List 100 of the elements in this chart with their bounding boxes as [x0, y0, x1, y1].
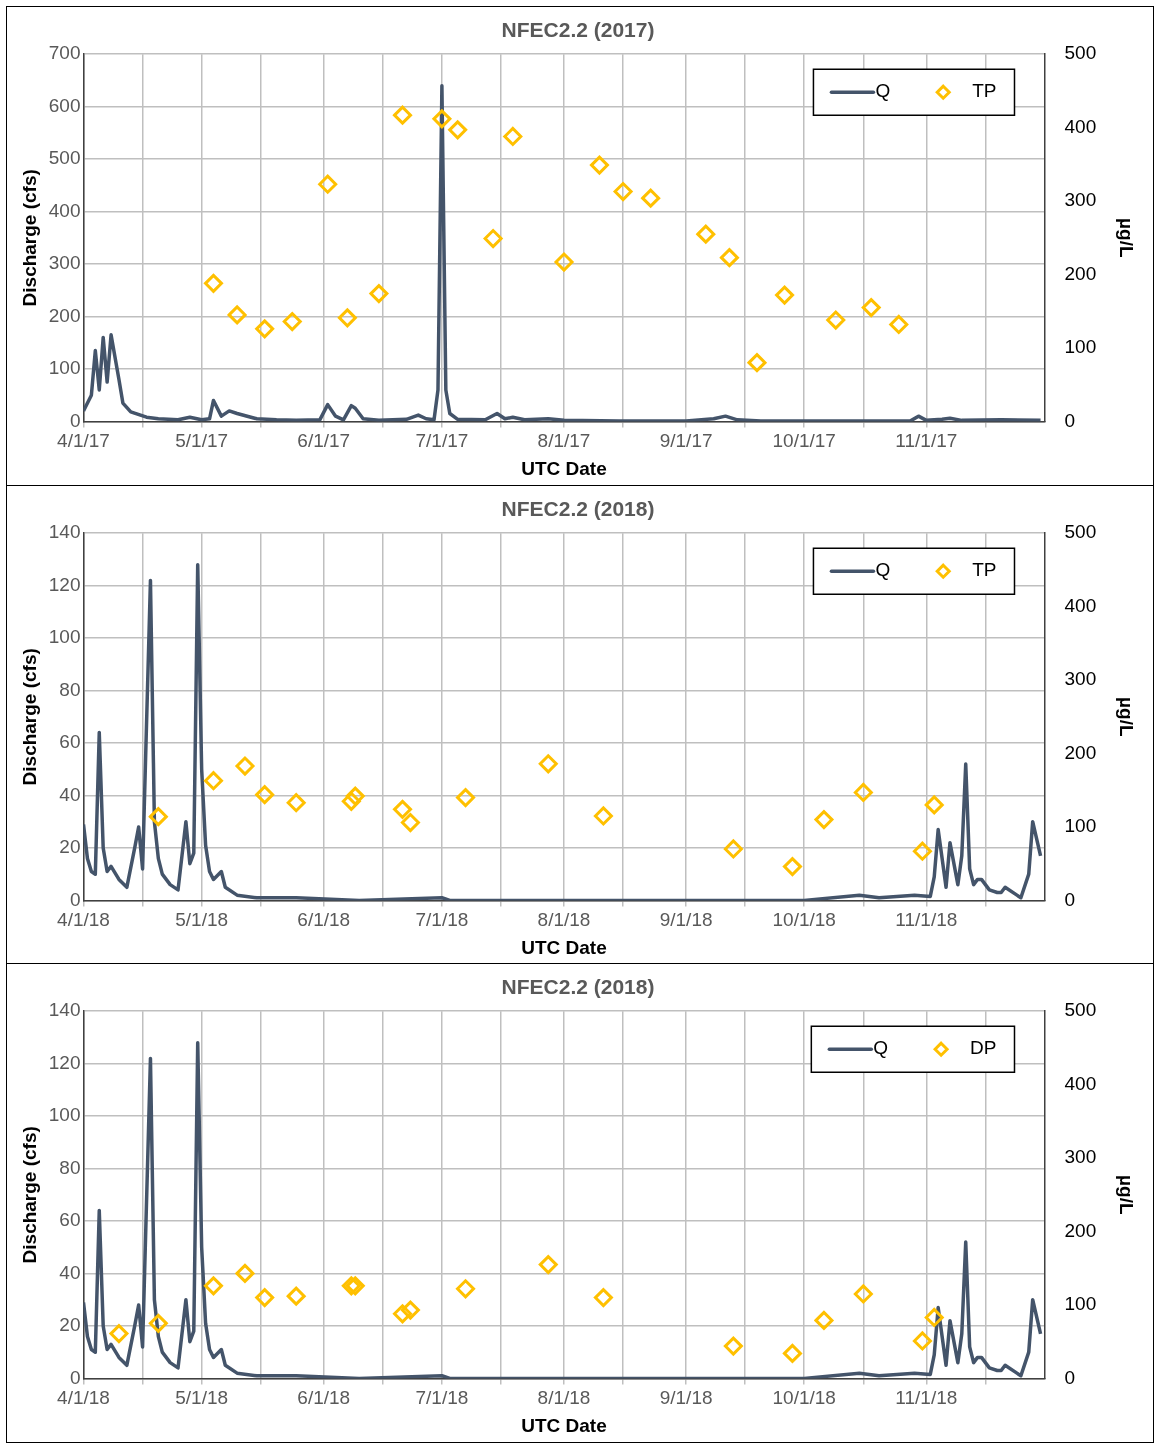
point	[393, 105, 413, 125]
y-axis-title: Discharge (cfs)	[18, 1126, 40, 1264]
point	[826, 310, 846, 330]
y-tick-label: 40	[59, 783, 81, 805]
y-tick-label: 0	[69, 409, 81, 431]
point	[696, 224, 716, 244]
point	[814, 1310, 834, 1330]
point	[393, 1304, 413, 1324]
point	[282, 312, 302, 332]
y2-tick-label: 100	[1064, 814, 1097, 836]
point	[393, 799, 413, 819]
y2-tick-label: 100	[1064, 336, 1097, 358]
x-tick-label: 9/1/17	[659, 430, 713, 452]
y-tick-label: 80	[59, 678, 81, 700]
legend-label: Q	[873, 1037, 889, 1059]
point	[345, 786, 365, 806]
x-tick-label: 6/1/17	[297, 430, 351, 452]
point	[538, 753, 558, 773]
x-tick-label: 8/1/17	[537, 430, 591, 452]
point	[613, 182, 633, 202]
y-tick-label: 20	[59, 835, 81, 857]
point	[538, 1255, 558, 1275]
y-tick-label: 700	[48, 42, 81, 64]
point	[255, 784, 275, 804]
x-tick-label: 8/1/18	[537, 1387, 591, 1409]
y-tick-label: 60	[59, 730, 81, 752]
point	[723, 1336, 743, 1356]
point	[341, 791, 361, 811]
x-axis-title: UTC Date	[521, 1414, 607, 1436]
point	[853, 1284, 873, 1304]
y-tick-label: 120	[48, 1051, 81, 1073]
y-tick-label: 140	[48, 520, 81, 542]
x-axis-title: UTC Date	[521, 457, 607, 479]
x-tick-label: 11/1/18	[895, 1387, 958, 1409]
x-tick-label: 9/1/18	[659, 1387, 713, 1409]
y-tick-label: 0	[69, 888, 81, 910]
y-tick-label: 60	[59, 1209, 81, 1231]
y-tick-label: 400	[48, 199, 81, 221]
point	[286, 1286, 306, 1306]
point	[318, 174, 338, 194]
x-tick-label: 8/1/18	[537, 908, 591, 930]
point	[775, 285, 795, 305]
point	[432, 109, 452, 129]
x-tick-label: 11/1/17	[895, 430, 958, 452]
point	[589, 155, 609, 175]
point	[747, 353, 767, 373]
x-tick-label: 10/1/18	[772, 1387, 836, 1409]
point	[593, 1288, 613, 1308]
x-tick-label: 5/1/18	[175, 1387, 229, 1409]
y2-tick-label: 500	[1064, 999, 1097, 1021]
x-tick-label: 7/1/18	[415, 908, 469, 930]
point	[400, 1300, 420, 1320]
point	[641, 188, 661, 208]
y2-tick-label: 200	[1064, 262, 1097, 284]
point	[554, 252, 574, 272]
point	[369, 284, 389, 304]
point	[912, 1331, 932, 1351]
point	[400, 812, 420, 832]
legend-label: Q	[875, 80, 891, 102]
point	[448, 120, 468, 140]
x-tick-label: 9/1/18	[659, 908, 713, 930]
x-tick-label: 5/1/18	[175, 908, 229, 930]
point	[203, 1276, 223, 1296]
y2-tick-label: 300	[1064, 1146, 1097, 1168]
x-axis-title: UTC Date	[521, 936, 607, 958]
y-tick-label: 500	[48, 147, 81, 169]
y-tick-label: 100	[48, 1104, 81, 1126]
point	[483, 229, 503, 249]
point	[723, 838, 743, 858]
y2-axis-title: µg/L	[1116, 218, 1138, 258]
y2-tick-label: 300	[1064, 667, 1097, 689]
point	[593, 805, 613, 825]
point	[782, 856, 802, 876]
point	[148, 806, 168, 826]
point	[203, 770, 223, 790]
y2-tick-label: 400	[1064, 115, 1097, 137]
chart-title: NFEC2.2 (2018)	[501, 975, 655, 999]
y2-axis-title: µg/L	[1116, 696, 1138, 737]
point	[503, 126, 523, 146]
x-tick-label: 11/1/18	[895, 908, 958, 930]
y-tick-label: 100	[48, 357, 81, 379]
y2-tick-label: 500	[1064, 42, 1097, 64]
legend-label: DP	[970, 1037, 997, 1059]
y-tick-label: 20	[59, 1314, 81, 1336]
chart-title: NFEC2.2 (2018)	[501, 496, 655, 520]
y-tick-label: 100	[48, 625, 81, 647]
y2-tick-label: 500	[1064, 520, 1097, 542]
chart-title: NFEC2.2 (2017)	[501, 18, 655, 42]
y2-axis-title: µg/L	[1116, 1175, 1138, 1215]
point	[719, 248, 739, 268]
y2-tick-label: 400	[1064, 594, 1097, 616]
legend-label: Q	[875, 558, 891, 580]
point	[861, 298, 881, 318]
point	[456, 1279, 476, 1299]
point	[924, 1307, 944, 1327]
point	[255, 319, 275, 339]
point	[456, 787, 476, 807]
point	[814, 809, 834, 829]
x-tick-label: 4/1/18	[57, 908, 110, 930]
x-tick-label: 4/1/17	[57, 430, 110, 452]
